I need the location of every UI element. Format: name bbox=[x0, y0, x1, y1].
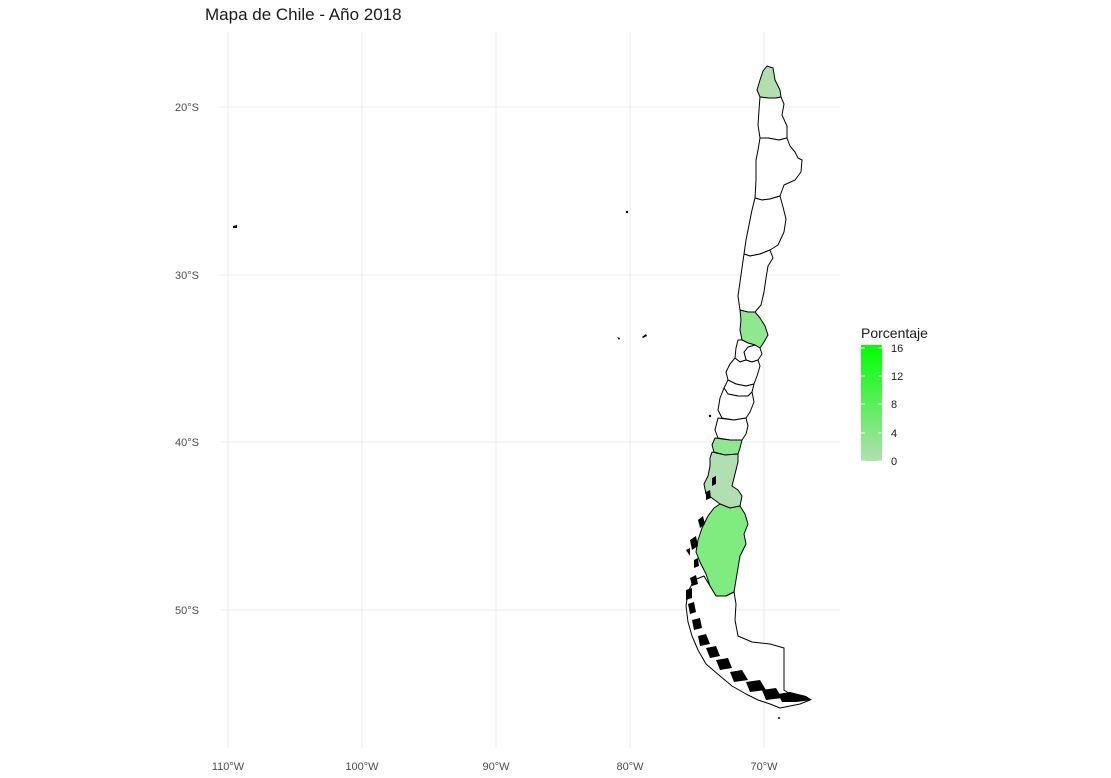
region-los-lagos[interactable] bbox=[703, 451, 743, 509]
region-arica-y-parinacota[interactable] bbox=[756, 65, 782, 99]
region-coquimbo[interactable] bbox=[737, 249, 774, 313]
island-juan-fernandez-2 bbox=[642, 334, 647, 338]
region-tarapaca[interactable] bbox=[757, 96, 788, 141]
island-rapa-nui bbox=[233, 225, 237, 228]
gridlines bbox=[220, 32, 840, 748]
x-tick-label: 100°W bbox=[345, 761, 379, 773]
y-axis-ticks: 20°S 30°S 40°S 50°S bbox=[175, 102, 199, 617]
region-antofagasta[interactable] bbox=[754, 137, 803, 201]
map-title: Mapa de Chile - Año 2018 bbox=[205, 5, 402, 24]
region-valparaiso[interactable] bbox=[739, 309, 769, 349]
legend-tick-label: 0 bbox=[891, 456, 897, 468]
region-araucania[interactable] bbox=[714, 417, 749, 441]
x-tick-label: 70°W bbox=[750, 761, 778, 773]
islands bbox=[233, 210, 647, 340]
region-magallanes[interactable] bbox=[685, 575, 811, 709]
region-maule[interactable] bbox=[725, 357, 761, 387]
region-ohiggins[interactable] bbox=[734, 339, 756, 363]
legend-tick-label: 16 bbox=[891, 343, 903, 355]
x-axis-ticks: 110°W 100°W 90°W 80°W 70°W bbox=[212, 761, 778, 773]
fjord-islands bbox=[686, 414, 812, 719]
legend-title: Porcentaje bbox=[861, 325, 928, 341]
y-tick-label: 50°S bbox=[175, 605, 199, 617]
regions bbox=[685, 65, 811, 709]
y-tick-label: 20°S bbox=[175, 102, 199, 114]
x-tick-label: 110°W bbox=[212, 761, 245, 773]
y-tick-label: 30°S bbox=[175, 270, 199, 282]
legend: Porcentaje 16 12 8 4 0 bbox=[861, 325, 928, 468]
legend-tick-label: 4 bbox=[891, 428, 897, 440]
legend-tick-label: 8 bbox=[891, 399, 897, 411]
x-tick-label: 80°W bbox=[616, 761, 644, 773]
legend-colorbar bbox=[861, 345, 882, 461]
island-juan-fernandez-1 bbox=[617, 337, 620, 340]
y-tick-label: 40°S bbox=[175, 437, 199, 449]
x-tick-label: 90°W bbox=[482, 761, 510, 773]
legend-tick-label: 12 bbox=[891, 371, 903, 383]
region-biobio[interactable] bbox=[717, 387, 755, 421]
region-atacama[interactable] bbox=[743, 195, 787, 257]
island-san-felix bbox=[625, 210, 629, 214]
region-los-rios[interactable] bbox=[711, 437, 743, 456]
